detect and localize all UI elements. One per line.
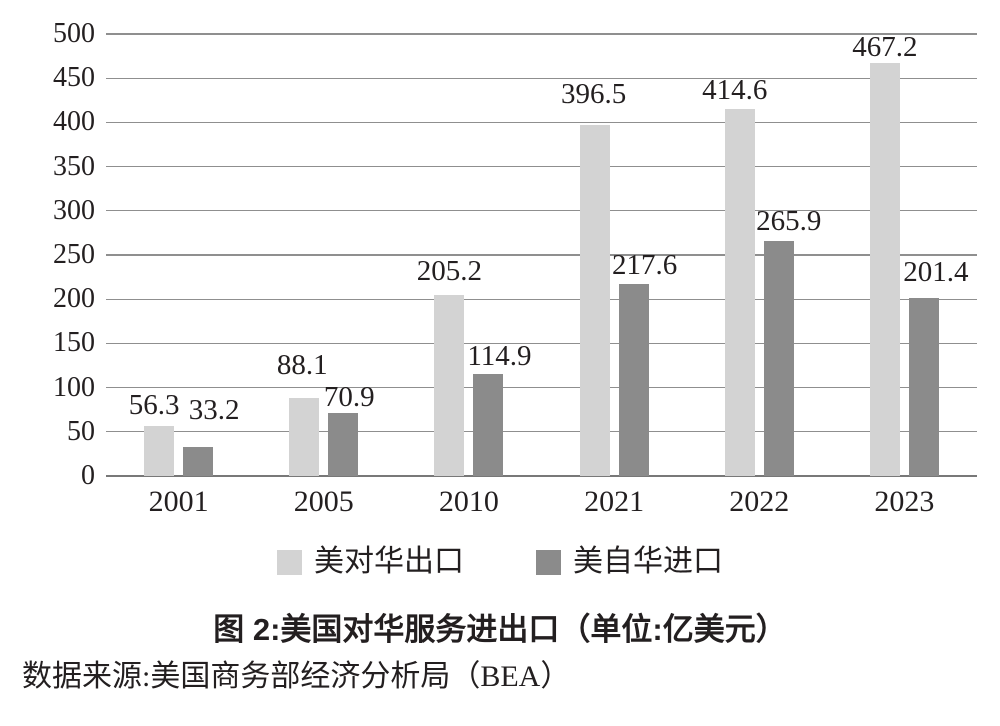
x-tick-label: 2010 [438,485,499,518]
gridline [106,298,977,300]
export-bar [289,398,320,476]
gridline [106,165,977,168]
export-bar-value: 396.5 [560,78,627,111]
imports-legend-swatch [536,549,561,575]
export-bar-value: 56.3 [128,389,180,422]
y-tick-label: 500 [53,18,95,49]
y-tick-label: 400 [53,106,95,138]
chart-legend: 美对华出口 美自华进口 [0,546,1000,578]
gridline [106,342,977,345]
legend-item-imports: 美自华进口 [536,546,723,578]
import-bar [763,240,794,476]
legend-item-exports: 美对华出口 [277,546,464,578]
import-bar-value: 33.2 [188,393,240,426]
export-bar [724,109,755,476]
y-tick-label: 150 [53,327,95,359]
gridline [106,33,977,35]
y-tick-label: 250 [53,239,95,270]
gridline [106,386,977,389]
gridline [106,431,977,433]
import-bar-value: 70.9 [323,381,375,414]
export-bar-value: 205.2 [416,254,483,287]
import-bar [908,297,939,476]
gridline [106,121,977,124]
plot-area: 0 50 100 150 200 250 300 350 400 450 500 56.3 33.2 20… [53,18,977,518]
gridline [106,77,977,79]
import-bar-value: 114.9 [467,340,532,373]
export-bar-value: 467.2 [852,30,918,63]
x-tick-label: 2001 [148,485,209,518]
y-tick-label: 300 [53,194,95,226]
gridline [106,254,977,256]
chart-title: 图 2:美国对华服务进出口（单位:亿美元） [213,612,787,647]
export-bar-value: 414.6 [702,74,768,107]
export-bar [144,426,175,476]
import-bar [183,446,214,476]
x-axis-line [106,475,977,477]
export-bar-value: 88.1 [276,349,328,382]
exports-legend-swatch [277,549,302,575]
import-bar [328,413,359,476]
data-source-note: 数据来源:美国商务部经济分析局（BEA） [22,660,571,693]
exports-legend-label: 美对华出口 [314,545,464,578]
import-bar [473,374,504,476]
x-tick-label: 2022 [729,485,790,518]
export-bar [579,125,610,476]
y-tick-label: 50 [67,415,95,447]
x-tick-label: 2023 [874,485,935,518]
import-bar-value: 201.4 [903,255,969,288]
y-tick-label: 450 [53,62,95,94]
export-bar [434,294,465,476]
import-bar [618,283,649,476]
imports-legend-label: 美自华进口 [573,545,723,578]
import-bar-value: 265.9 [756,204,822,237]
y-tick-label: 350 [53,150,95,182]
x-tick-label: 2021 [584,485,645,518]
gridline [106,210,977,212]
export-bar [869,62,900,476]
y-tick-label: 0 [81,460,95,491]
x-tick-label: 2005 [293,485,354,518]
import-bar-value: 217.6 [611,248,678,281]
y-tick-label: 200 [53,283,95,315]
y-tick-label: 100 [53,371,95,403]
